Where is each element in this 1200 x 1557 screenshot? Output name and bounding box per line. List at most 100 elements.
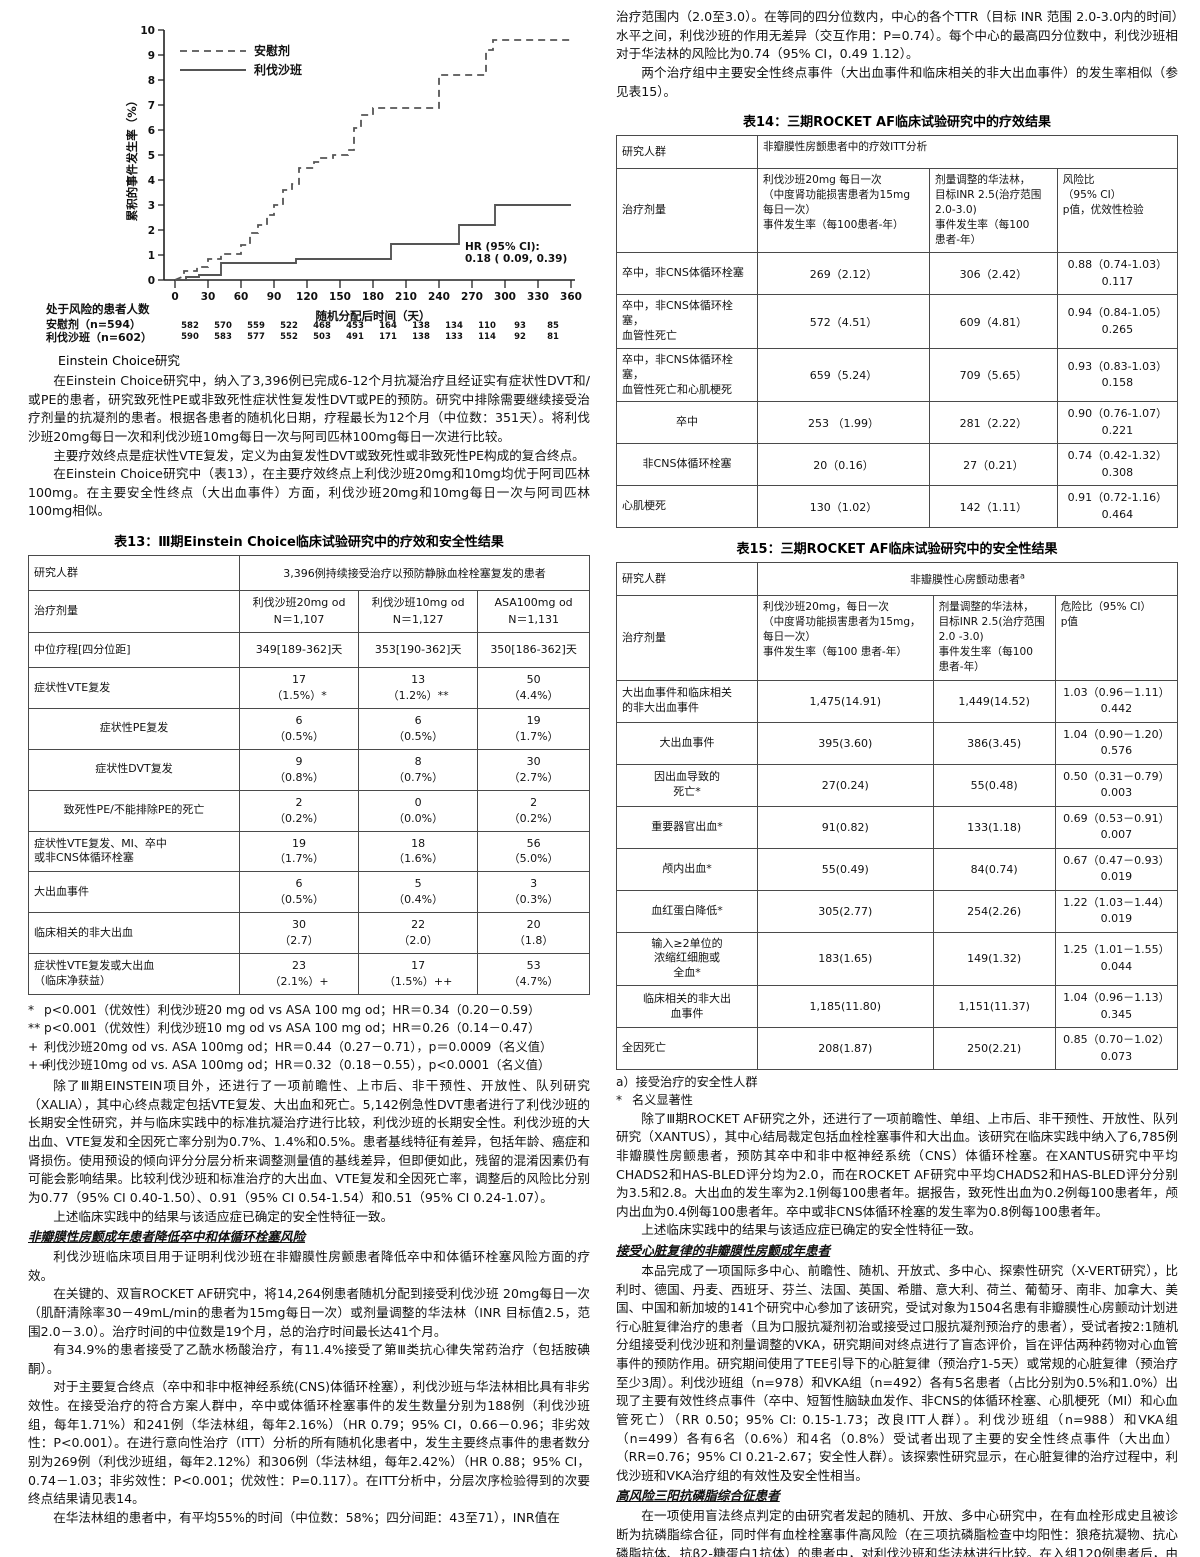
table15-body: 大出血事件和临床相关 的非大出血事件 1,475(14.91) 1,449(14.5… — [616, 679, 1179, 1071]
table-cell: 50 （4.4%） — [477, 667, 590, 709]
cell-line: 30 — [526, 754, 541, 768]
at-risk-value: 503 — [313, 332, 331, 342]
cell-line: （1.5%）++ — [383, 975, 453, 989]
hazard-ratio-cell: 0.50（0.31－0.79） 0.003 — [1054, 763, 1179, 807]
hazard-ratio-cell: 0.67（0.47－0.93） 0.019 — [1054, 847, 1179, 891]
svg-text:5: 5 — [148, 150, 155, 162]
row-label: 中位疗程[四分位距] — [28, 632, 240, 668]
paragraph-xantus: 除了Ⅲ期ROCKET AF研究之外，还进行了一项前瞻性、单组、上市后、非干预性、… — [616, 1110, 1178, 1219]
table-row: 致死性PE/不能排除PE的死亡 2 （0.2%） 0 （0.0%） 2 （0.2%） — [28, 789, 590, 832]
table-row: 非CNS体循环栓塞 20（0.16） 27（0.21） 0.74（0.42-1.32）… — [616, 443, 1179, 487]
hr-value: 0.93（0.83-1.03） — [1067, 359, 1168, 373]
paragraph-inr-ttr: 在华法林组的患者中，有平均55%的时间（中位数：58%；四分间距：43至71），… — [53, 1509, 560, 1525]
dose-n: N＝1,127 — [392, 612, 444, 626]
p-value: 0.158 — [1101, 376, 1134, 390]
at-risk-value: 134 — [445, 321, 463, 331]
at-risk-value: 138 — [412, 321, 430, 331]
paragraph-nvaf-program: 利伐沙班临床项目用于证明利伐沙班在非瓣膜性房颤患者降低卒中和体循环栓塞风险方面的… — [28, 1249, 590, 1283]
table-row: 卒中 253 （1.99） 281（2.22） 0.90（0.76-1.07） 0.22… — [616, 401, 1179, 445]
p-value: 0.007 — [1100, 828, 1133, 841]
row-label: 症状性VTE复发或大出血 （临床净获益） — [28, 953, 240, 995]
footnote-row: + 利伐沙班20mg od vs. ASA 100mg od；HR＝0.44（0.… — [28, 1038, 590, 1056]
table15-population-value: 非瓣膜性心房颤动患者a — [757, 562, 1178, 597]
cell-line: （1.7%） — [274, 852, 325, 866]
at-risk-value: 81 — [547, 332, 559, 342]
cell-line: 9 — [295, 754, 303, 768]
paragraph-xalia: 除了Ⅲ期EINSTEIN项目外，还进行了一项前瞻性、上市后、非干预性、开放性、队… — [28, 1078, 590, 1205]
at-risk-value: 171 — [379, 332, 397, 342]
row-label: 大出血事件 — [616, 721, 758, 765]
table-row: 临床相关的非大出 血事件 1,185(11.80) 1,151(11.37) 1.04… — [616, 985, 1179, 1029]
hr-value: 0.50（0.31－0.79） — [1063, 769, 1170, 783]
table-cell: 572（4.51） — [756, 294, 931, 349]
table-cell: 6 （0.5%） — [238, 871, 360, 914]
hazard-ratio-cell: 0.69（0.53－0.91） 0.007 — [1054, 805, 1179, 849]
cell-line: （2.7%） — [508, 770, 559, 784]
cell-line: 0 — [414, 795, 422, 809]
cell-line: 349[189-362]天 — [255, 643, 343, 657]
table-cell: 353[190-362]天 — [358, 632, 479, 668]
table-cell: 1,475(14.91) — [757, 679, 934, 723]
row-label: 临床相关的非大出 血事件 — [616, 985, 758, 1029]
cell-line: 23 — [292, 959, 307, 973]
svg-text:120: 120 — [296, 291, 318, 303]
hazard-ratio-cell: 1.03（0.96－1.11） 0.442 — [1054, 679, 1179, 723]
table13-caption: 表13：Ⅲ期Einstein Choice临床试验研究中的疗效和安全性结果 — [114, 535, 504, 550]
table-cell: 20 （1.8） — [477, 912, 590, 955]
series-placebo — [174, 39, 571, 281]
p-value: 0.019 — [1100, 912, 1133, 925]
table14-col3-header: 风险比 （95% CI） p值，优效性检验 — [1056, 168, 1179, 254]
paragraph-xvert: 本品完成了一项国际多中心、前瞻性、随机、开放式、多中心、探索性研究（X-VERT… — [616, 1262, 1178, 1483]
hr-value: 0.94（0.84-1.05） — [1067, 306, 1168, 320]
table-cell: 17 （1.5%）* — [238, 667, 360, 709]
svg-text:330: 330 — [527, 291, 549, 303]
table-cell: 17 （1.5%）++ — [358, 953, 479, 995]
svg-text:6: 6 — [148, 125, 155, 137]
row-label: 卒中，非CNS体循环栓塞 — [616, 252, 758, 296]
cell-line: （1.5%）* — [271, 688, 327, 702]
table-cell: 18 （1.6%） — [358, 830, 479, 873]
p-value: 0.117 — [1101, 274, 1134, 288]
cell-line: 19 — [292, 836, 307, 850]
table-row: 研究人群 3,396例持续接受治疗以预防静脉血栓栓塞复发的患者 — [28, 555, 590, 591]
svg-text:0: 0 — [148, 275, 155, 287]
table-row: 大出血事件 395(3.60) 386(3.45) 1.04（0.90－1.20） 0.… — [616, 721, 1179, 765]
table14-col1-header: 利伐沙班20mg 每日一次 （中度肾功能损害患者为15mg 每日一次） 事件发生… — [756, 168, 931, 254]
table13-dose-col-3: ASA100mg od N＝1,131 — [477, 590, 590, 633]
at-risk-value: 522 — [280, 321, 298, 331]
table-row: 症状性VTE复发、MI、卒中 或非CNS体循环栓塞 19 （1.7%） 18 （1.6%… — [28, 830, 590, 873]
table-row: 大出血事件 6 （0.5%） 5 （0.4%） 3 （0.3%） — [28, 871, 590, 914]
at-risk-value: 583 — [214, 332, 232, 342]
hr-value: 0.69（0.53－0.91） — [1063, 811, 1170, 825]
hazard-ratio-cell: 0.93（0.83-1.03） 0.158 — [1056, 347, 1179, 403]
p-value: 0.464 — [1101, 507, 1134, 521]
svg-text:4: 4 — [148, 175, 155, 187]
table-cell: 5 （0.4%） — [358, 871, 479, 914]
svg-text:0: 0 — [171, 291, 178, 303]
cell-line: 30 — [292, 918, 307, 932]
table-cell: 130（1.02） — [756, 485, 931, 529]
table14-dose-label: 治疗剂量 — [616, 168, 758, 254]
cell-line: （0.5%） — [274, 893, 325, 907]
table-cell: 659（5.24） — [756, 347, 931, 403]
table-cell: 84(0.74) — [932, 847, 1056, 891]
row-label: 颅内出血* — [616, 847, 758, 891]
svg-text:10: 10 — [140, 25, 155, 37]
table-row: 治疗剂量 利伐沙班20mg，每日一次 （中度肾功能损害患者为15mg， 每日一次… — [616, 595, 1179, 681]
footnote-text: 名义显著性 — [632, 1093, 693, 1108]
table-row: 卒中，非CNS体循环栓塞 269（2.12） 306（2.42） 0.88（0.74-… — [616, 252, 1179, 296]
row-label: 大出血事件 — [28, 871, 240, 914]
row-label: 症状性VTE复发 — [28, 667, 240, 709]
at-risk-value: 93 — [514, 321, 526, 331]
table-cell: 91(0.82) — [757, 805, 934, 849]
cell-line: （0.2%） — [274, 811, 325, 825]
table-cell: 6 （0.5%） — [358, 707, 479, 750]
table-cell: 281（2.22） — [929, 401, 1058, 445]
chart-ylabel: 累积的事件发生率（%） — [125, 95, 139, 222]
right-column: 治疗范围内（2.0至3.0）。在等同的四分位数内，中心的各个TTR（目标 INR… — [616, 8, 1179, 1557]
hr-value: 1.22（1.03－1.44） — [1063, 895, 1170, 909]
at-risk-value: 85 — [547, 321, 559, 331]
table-row: 症状性PE复发 6 （0.5%） 6 （0.5%） 19 （1.7%） — [28, 707, 590, 750]
col-text: 风险比 （95% CI） p值，优效性检验 — [1062, 174, 1144, 217]
col-text: 危险比（95% CI） p值 — [1060, 601, 1152, 629]
